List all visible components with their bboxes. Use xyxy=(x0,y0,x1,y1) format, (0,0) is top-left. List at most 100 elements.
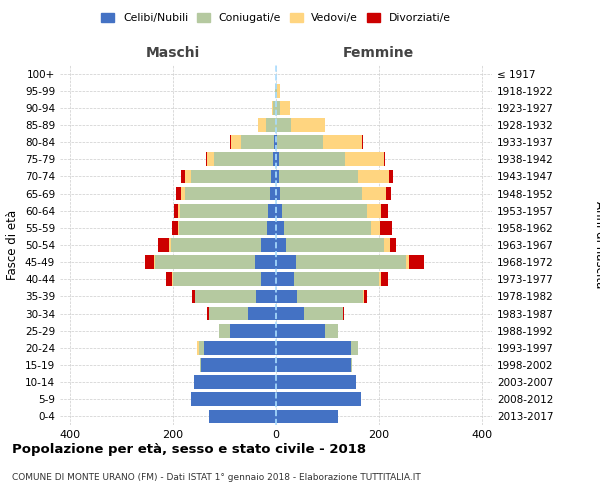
Bar xyxy=(276,324,325,338)
Bar xyxy=(170,238,260,252)
Bar xyxy=(276,221,284,234)
Bar xyxy=(292,118,325,132)
Bar xyxy=(256,256,276,269)
Bar xyxy=(274,136,276,149)
Bar xyxy=(195,290,256,304)
Bar xyxy=(191,392,276,406)
Bar xyxy=(206,306,209,320)
Bar xyxy=(282,204,367,218)
Bar xyxy=(206,152,214,166)
Bar xyxy=(181,170,185,183)
Bar xyxy=(173,272,260,286)
Bar xyxy=(276,136,277,149)
Bar xyxy=(278,152,346,166)
Bar xyxy=(362,186,386,200)
Bar xyxy=(350,341,358,354)
Bar xyxy=(172,221,178,234)
Text: Maschi: Maschi xyxy=(146,46,200,60)
Bar xyxy=(280,101,290,114)
Bar xyxy=(367,204,382,218)
Bar xyxy=(294,272,379,286)
Bar xyxy=(231,136,241,149)
Bar xyxy=(173,204,178,218)
Bar xyxy=(270,186,276,200)
Bar xyxy=(276,290,296,304)
Bar xyxy=(154,256,155,269)
Bar xyxy=(343,306,344,320)
Bar xyxy=(272,101,274,114)
Bar xyxy=(276,256,296,269)
Bar xyxy=(276,376,356,389)
Bar xyxy=(209,410,276,424)
Bar xyxy=(276,358,350,372)
Bar xyxy=(389,170,393,183)
Bar xyxy=(390,238,397,252)
Bar xyxy=(362,136,363,149)
Bar xyxy=(185,170,191,183)
Bar xyxy=(379,272,382,286)
Bar xyxy=(204,341,276,354)
Bar xyxy=(274,101,276,114)
Bar xyxy=(145,256,154,269)
Bar xyxy=(248,306,276,320)
Bar xyxy=(350,358,352,372)
Y-axis label: Anni di nascita: Anni di nascita xyxy=(593,202,600,288)
Bar xyxy=(260,272,276,286)
Bar xyxy=(284,221,371,234)
Bar xyxy=(169,238,170,252)
Bar xyxy=(275,84,276,98)
Bar xyxy=(230,136,231,149)
Bar xyxy=(278,170,358,183)
Bar xyxy=(158,238,169,252)
Bar xyxy=(274,152,276,166)
Bar xyxy=(178,221,179,234)
Bar xyxy=(209,306,248,320)
Bar xyxy=(276,272,294,286)
Bar xyxy=(179,221,267,234)
Bar xyxy=(409,256,424,269)
Bar xyxy=(199,341,204,354)
Bar xyxy=(384,152,385,166)
Bar xyxy=(325,324,338,338)
Bar xyxy=(346,152,384,166)
Bar xyxy=(304,306,343,320)
Bar xyxy=(230,324,276,338)
Bar xyxy=(200,358,202,372)
Bar xyxy=(276,238,286,252)
Bar xyxy=(296,256,406,269)
Bar xyxy=(166,272,172,286)
Bar xyxy=(371,221,380,234)
Bar xyxy=(185,186,270,200)
Bar xyxy=(178,204,181,218)
Bar xyxy=(258,118,266,132)
Bar xyxy=(192,290,195,304)
Bar xyxy=(364,290,367,304)
Bar xyxy=(286,238,384,252)
Bar xyxy=(194,376,276,389)
Bar xyxy=(276,170,278,183)
Bar xyxy=(276,341,350,354)
Y-axis label: Fasce di età: Fasce di età xyxy=(7,210,19,280)
Bar xyxy=(406,256,409,269)
Bar xyxy=(277,84,280,98)
Bar xyxy=(268,204,276,218)
Bar xyxy=(382,272,388,286)
Legend: Celibi/Nubili, Coniugati/e, Vedovi/e, Divorziati/e: Celibi/Nubili, Coniugati/e, Vedovi/e, Di… xyxy=(100,10,452,25)
Bar xyxy=(276,306,304,320)
Text: Femmine: Femmine xyxy=(343,46,415,60)
Bar xyxy=(280,186,362,200)
Bar xyxy=(276,204,282,218)
Bar xyxy=(276,186,280,200)
Bar xyxy=(271,170,276,183)
Bar xyxy=(181,204,268,218)
Bar xyxy=(384,238,390,252)
Bar xyxy=(176,186,181,200)
Bar xyxy=(277,136,323,149)
Bar xyxy=(172,272,173,286)
Bar xyxy=(276,410,338,424)
Bar xyxy=(323,136,362,149)
Bar xyxy=(276,118,292,132)
Bar xyxy=(256,290,276,304)
Bar xyxy=(191,170,271,183)
Bar xyxy=(382,204,388,218)
